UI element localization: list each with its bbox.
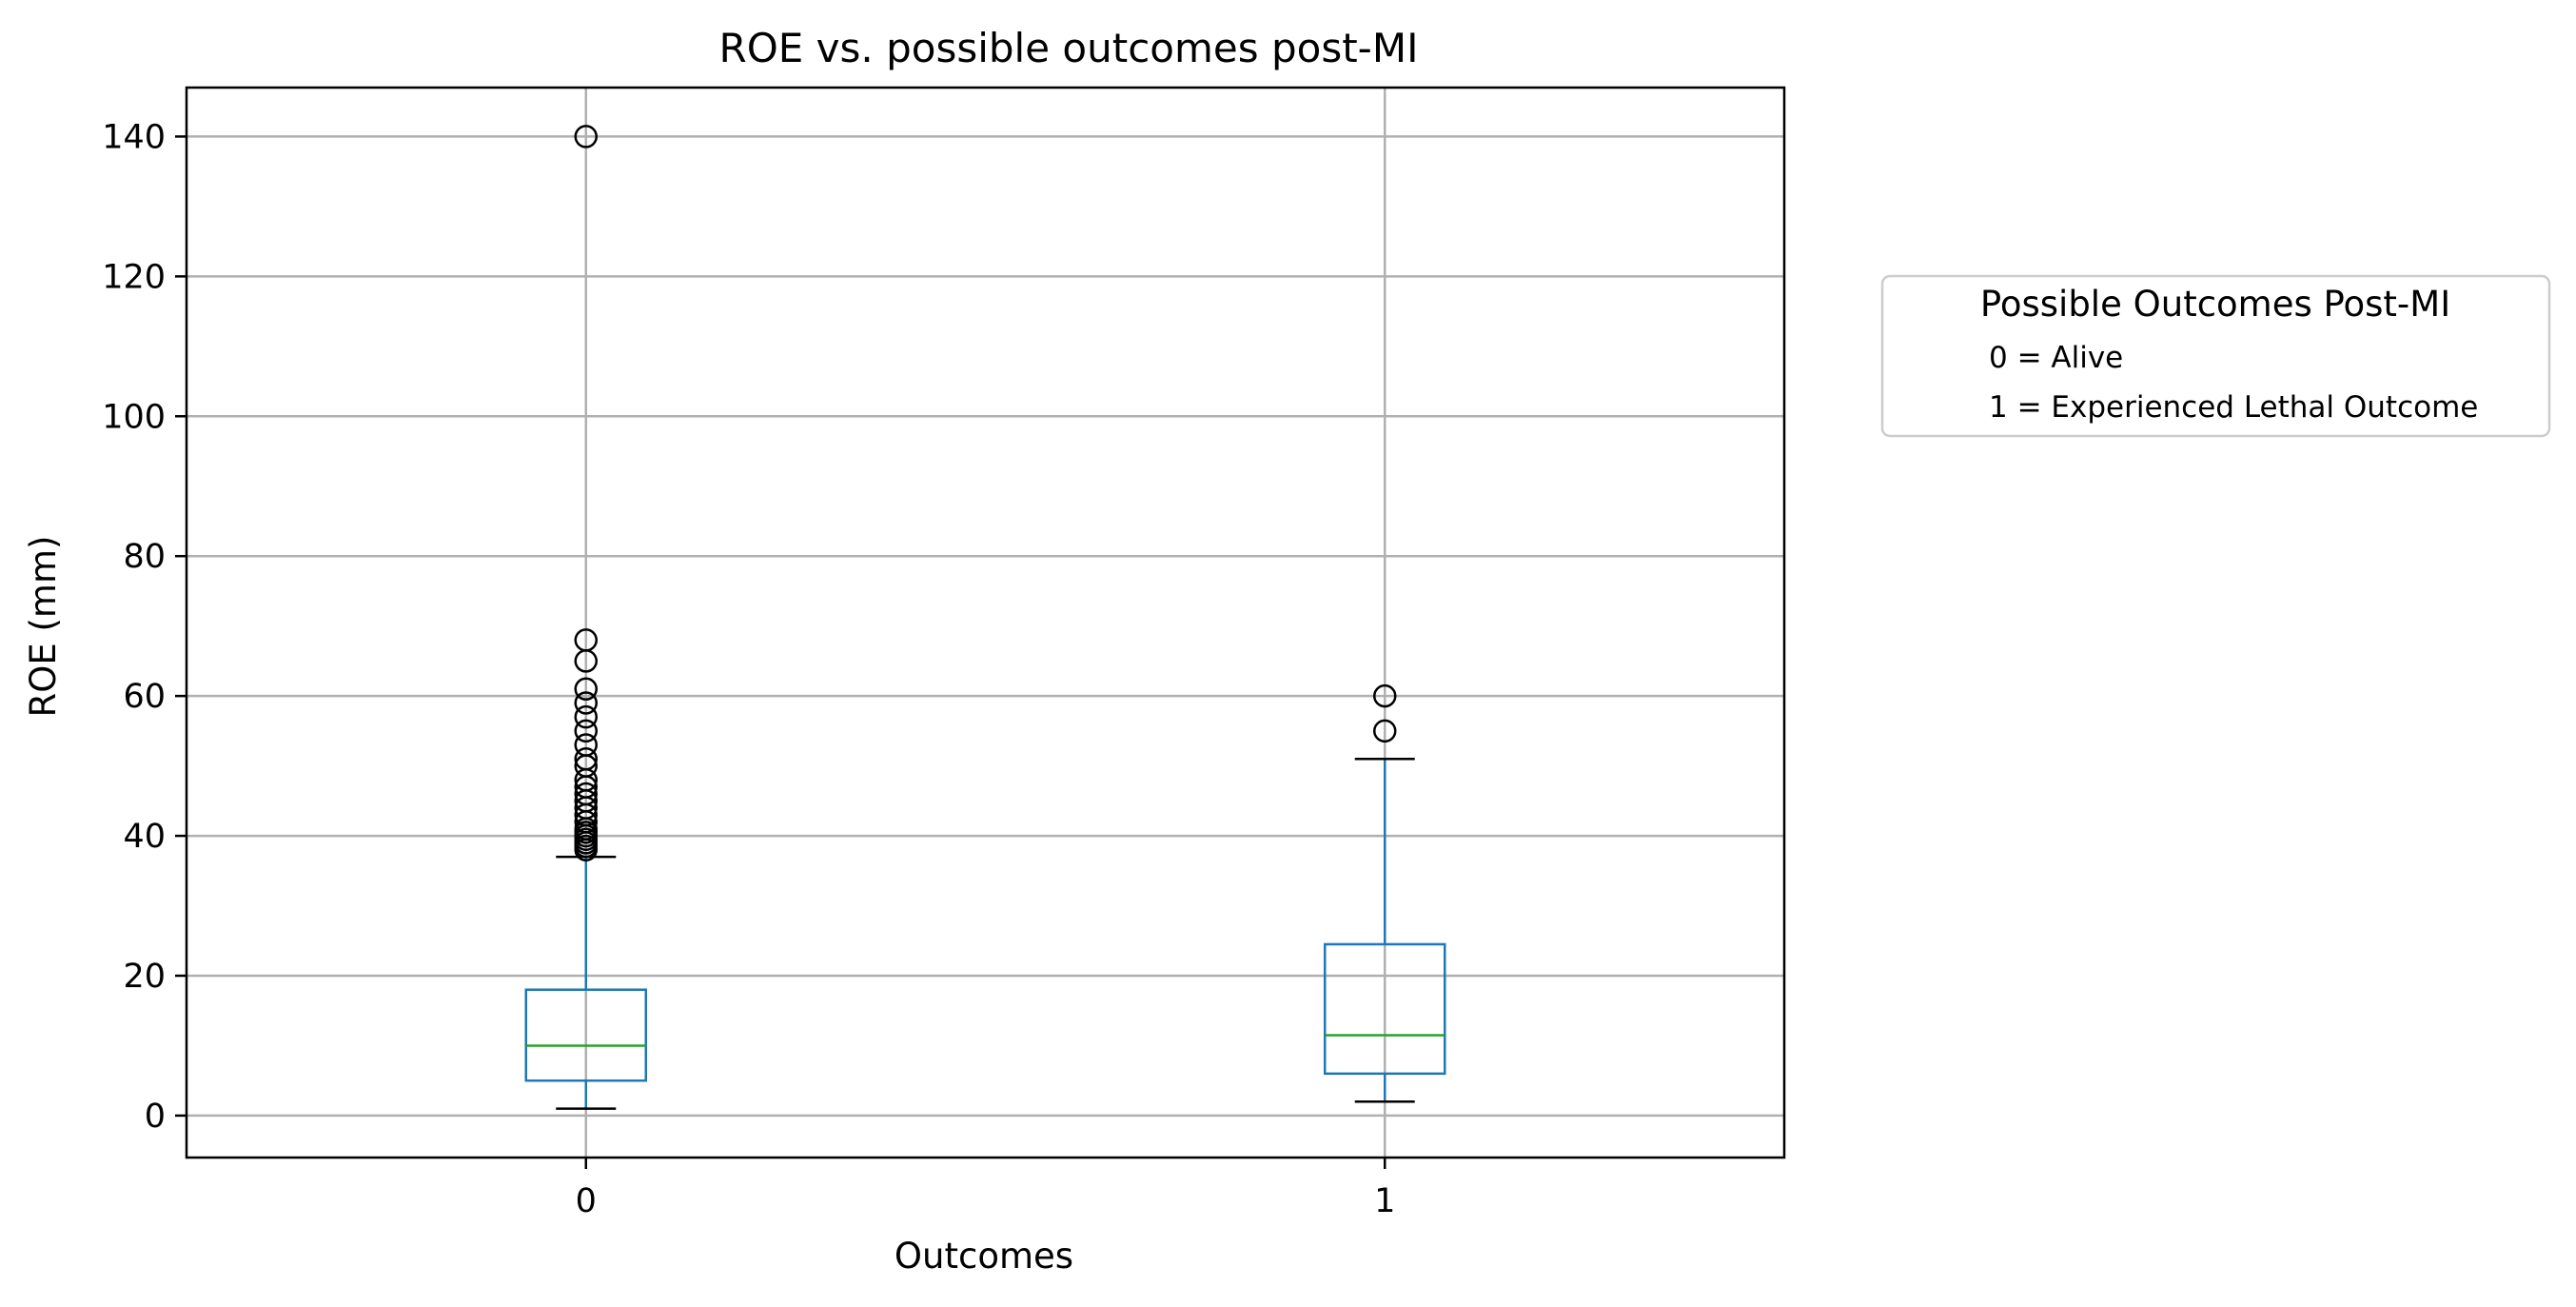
y-tick-label: 140 (102, 118, 166, 156)
y-tick-label: 20 (123, 958, 166, 996)
y-tick-label: 100 (102, 398, 166, 436)
legend-entry-lethal: 1 = Experienced Lethal Outcome (1989, 390, 2478, 425)
x-tick-label: 0 (576, 1182, 597, 1220)
outlier-point (574, 691, 598, 715)
y-tick-label: 60 (123, 678, 166, 716)
outlier-point (574, 719, 598, 743)
plot-area-frame (185, 86, 1786, 1159)
outlier-point (574, 677, 598, 702)
legend: Possible Outcomes Post-MI 0 = Alive 1 = … (1880, 274, 2551, 438)
outlier-point (574, 747, 598, 771)
outlier-point (574, 782, 598, 806)
chart-title: ROE vs. possible outcomes post-MI (719, 25, 1419, 71)
grid-lines (187, 88, 1784, 1158)
y-tick-label: 120 (102, 258, 166, 296)
outlier-point (1373, 683, 1397, 708)
box-iqr (524, 988, 647, 1082)
box-group-0 (524, 125, 647, 1110)
x-tick-label: 1 (1374, 1182, 1395, 1220)
box-iqr (1324, 942, 1446, 1076)
y-tick-label: 0 (145, 1098, 166, 1136)
legend-entry-alive: 0 = Alive (1989, 341, 2123, 375)
legend-frame (1880, 274, 2551, 438)
y-tick-label: 80 (123, 538, 166, 576)
x-axis-label: Outcomes (895, 1236, 1073, 1277)
y-axis-ticks: 0 20 40 60 80 100 120 140 (102, 118, 187, 1136)
outlier-point (574, 628, 598, 652)
outlier-point (574, 704, 598, 729)
y-tick-label: 40 (123, 818, 166, 856)
outlier-point (1373, 719, 1397, 743)
box-group-1 (1324, 683, 1446, 1103)
outlier-point (574, 733, 598, 757)
legend-title: Possible Outcomes Post-MI (1980, 284, 2450, 325)
y-axis-label: ROE (mm) (23, 536, 64, 718)
outlier-point (574, 125, 598, 149)
box-plots (524, 125, 1446, 1110)
